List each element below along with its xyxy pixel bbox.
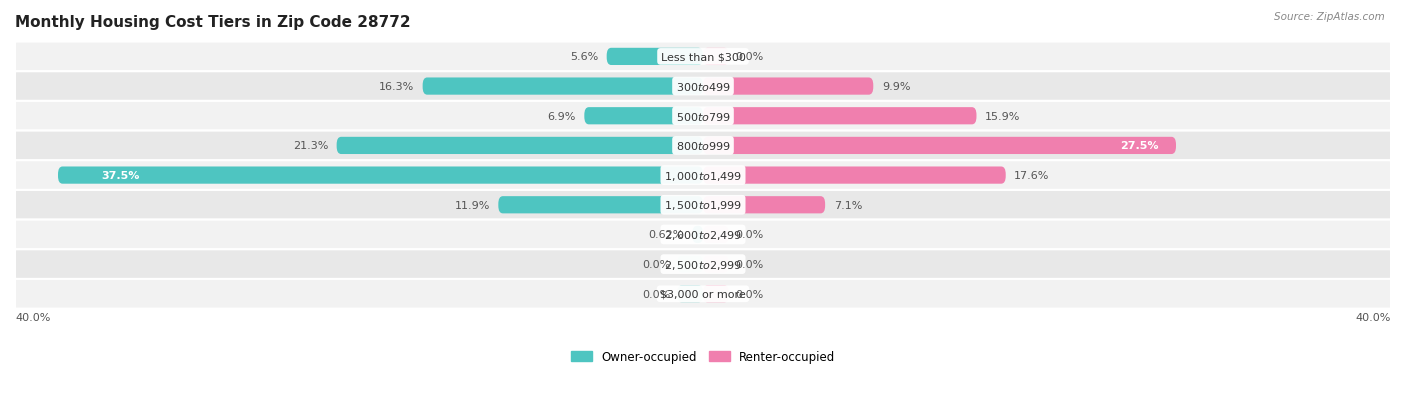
Text: 5.6%: 5.6% — [569, 52, 598, 62]
FancyBboxPatch shape — [15, 43, 1391, 72]
FancyBboxPatch shape — [15, 131, 1391, 161]
FancyBboxPatch shape — [15, 250, 1391, 279]
FancyBboxPatch shape — [703, 285, 728, 303]
FancyBboxPatch shape — [703, 49, 728, 66]
Legend: Owner-occupied, Renter-occupied: Owner-occupied, Renter-occupied — [565, 346, 841, 368]
Text: Source: ZipAtlas.com: Source: ZipAtlas.com — [1274, 12, 1385, 22]
Text: 15.9%: 15.9% — [986, 112, 1021, 121]
Text: $1,500 to $1,999: $1,500 to $1,999 — [664, 199, 742, 212]
FancyBboxPatch shape — [703, 167, 1005, 184]
Text: 16.3%: 16.3% — [378, 82, 413, 92]
Text: 0.0%: 0.0% — [643, 289, 671, 299]
FancyBboxPatch shape — [703, 197, 825, 214]
Text: 9.9%: 9.9% — [882, 82, 910, 92]
Text: 0.0%: 0.0% — [735, 259, 763, 269]
Text: 7.1%: 7.1% — [834, 200, 862, 210]
FancyBboxPatch shape — [703, 78, 873, 95]
FancyBboxPatch shape — [703, 226, 728, 243]
Text: $2,500 to $2,999: $2,500 to $2,999 — [664, 258, 742, 271]
FancyBboxPatch shape — [703, 108, 977, 125]
Text: 6.9%: 6.9% — [547, 112, 575, 121]
FancyBboxPatch shape — [15, 72, 1391, 102]
Text: $500 to $799: $500 to $799 — [675, 110, 731, 122]
Text: 37.5%: 37.5% — [101, 171, 139, 180]
FancyBboxPatch shape — [15, 279, 1391, 309]
Text: Less than $300: Less than $300 — [661, 52, 745, 62]
Text: 0.0%: 0.0% — [643, 259, 671, 269]
FancyBboxPatch shape — [678, 285, 703, 303]
Text: 27.5%: 27.5% — [1121, 141, 1159, 151]
Text: $800 to $999: $800 to $999 — [675, 140, 731, 152]
FancyBboxPatch shape — [498, 197, 703, 214]
Text: 40.0%: 40.0% — [15, 312, 51, 323]
FancyBboxPatch shape — [15, 190, 1391, 220]
Text: 0.62%: 0.62% — [648, 230, 683, 240]
FancyBboxPatch shape — [15, 220, 1391, 250]
Text: $2,000 to $2,499: $2,000 to $2,499 — [664, 228, 742, 241]
FancyBboxPatch shape — [58, 167, 703, 184]
FancyBboxPatch shape — [423, 78, 703, 95]
Text: 0.0%: 0.0% — [735, 289, 763, 299]
FancyBboxPatch shape — [703, 138, 1175, 154]
FancyBboxPatch shape — [678, 256, 703, 273]
FancyBboxPatch shape — [336, 138, 703, 154]
Text: $3,000 or more: $3,000 or more — [661, 289, 745, 299]
FancyBboxPatch shape — [15, 102, 1391, 131]
FancyBboxPatch shape — [606, 49, 703, 66]
Text: 0.0%: 0.0% — [735, 230, 763, 240]
FancyBboxPatch shape — [15, 161, 1391, 190]
Text: 0.0%: 0.0% — [735, 52, 763, 62]
Text: $300 to $499: $300 to $499 — [675, 81, 731, 93]
FancyBboxPatch shape — [585, 108, 703, 125]
Text: 17.6%: 17.6% — [1014, 171, 1050, 180]
Text: Monthly Housing Cost Tiers in Zip Code 28772: Monthly Housing Cost Tiers in Zip Code 2… — [15, 15, 411, 30]
FancyBboxPatch shape — [692, 226, 703, 243]
Text: 11.9%: 11.9% — [454, 200, 489, 210]
Text: 40.0%: 40.0% — [1355, 312, 1391, 323]
Text: $1,000 to $1,499: $1,000 to $1,499 — [664, 169, 742, 182]
Text: 21.3%: 21.3% — [292, 141, 328, 151]
FancyBboxPatch shape — [703, 256, 728, 273]
